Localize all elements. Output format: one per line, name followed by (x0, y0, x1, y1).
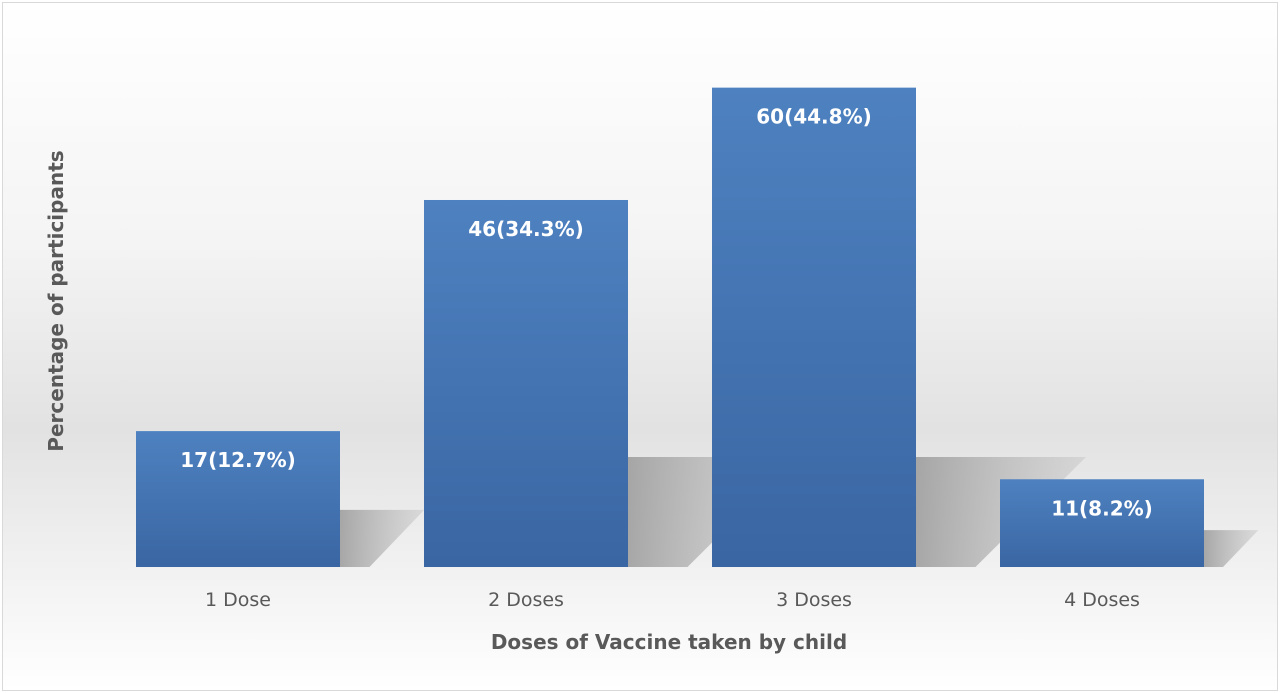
y-axis-title: Percentage of participants (44, 150, 68, 451)
x-tick-labels: 1 Dose 2 Doses 3 Doses 4 Doses (205, 589, 1140, 611)
bar-3-doses (712, 87, 916, 567)
x-axis-title: Doses of Vaccine taken by child (491, 630, 847, 654)
bar-chart: 17(12.7%) 46(34.3%) 60(44.8%) 11(8.2%) 1 Do… (44, 87, 1259, 654)
x-tick-label-3-doses: 3 Doses (776, 589, 852, 611)
data-label-3-doses: 60(44.8%) (756, 105, 872, 129)
bar-data-labels: 17(12.7%) 46(34.3%) 60(44.8%) 11(8.2%) (180, 105, 1153, 521)
bar-2-doses (424, 199, 628, 568)
bar-shadow-4-doses (1204, 530, 1259, 567)
data-label-4-doses: 11(8.2%) (1051, 496, 1153, 520)
x-tick-label-2-doses: 2 Doses (488, 589, 564, 611)
bars (136, 87, 1204, 568)
x-tick-label-4-doses: 4 Doses (1064, 589, 1140, 611)
data-label-1-dose: 17(12.7%) (180, 448, 296, 472)
x-tick-label-1-dose: 1 Dose (205, 589, 271, 611)
bar-1-dose (136, 431, 340, 567)
bar-shadow-1-dose (340, 509, 425, 567)
bar-4-doses (1000, 479, 1204, 567)
data-label-2-doses: 46(34.3%) (468, 217, 584, 241)
